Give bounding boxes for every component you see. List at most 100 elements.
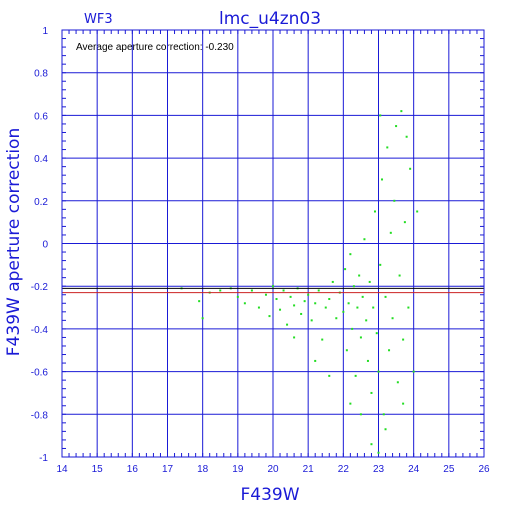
y-tick-label: -0.8: [31, 410, 49, 421]
x-tick-label: 16: [127, 464, 139, 475]
data-point: [201, 317, 204, 320]
data-point: [331, 280, 334, 283]
data-point: [344, 268, 347, 271]
data-point: [402, 402, 405, 405]
data-point: [307, 293, 310, 296]
scatter-points: [180, 110, 419, 454]
data-point: [275, 298, 278, 301]
y-tick-label: 0.2: [34, 197, 48, 208]
data-point: [400, 110, 403, 113]
data-point: [354, 374, 357, 377]
x-tick-label: 18: [197, 464, 209, 475]
y-tick-label: 0: [42, 240, 48, 251]
x-tick-label: 20: [267, 464, 279, 475]
data-point: [250, 289, 253, 292]
data-point: [395, 125, 398, 128]
x-tick-label: 26: [478, 464, 490, 475]
data-point: [359, 336, 362, 339]
data-point: [321, 338, 324, 341]
data-point: [391, 317, 394, 320]
data-point: [243, 302, 246, 305]
data-point: [317, 289, 320, 292]
data-point: [405, 135, 408, 138]
x-tick-label: 14: [56, 464, 68, 475]
data-point: [328, 374, 331, 377]
y-tick-label: -0.4: [31, 325, 49, 336]
data-point: [370, 391, 373, 394]
data-point: [363, 238, 366, 241]
chip-label: WF3: [84, 12, 113, 27]
data-point: [198, 300, 201, 303]
grid-lines: [61, 29, 485, 458]
data-point: [375, 332, 378, 335]
data-point: [398, 274, 401, 277]
data-point: [361, 295, 364, 298]
data-point: [328, 298, 331, 301]
data-point: [257, 306, 260, 309]
data-point: [412, 370, 415, 373]
y-tick-label: -0.6: [31, 368, 49, 379]
y-tick-label: 0.6: [34, 111, 48, 122]
x-tick-label: 23: [373, 464, 385, 475]
data-point: [303, 300, 306, 303]
data-point: [379, 263, 382, 266]
y-tick-label: -1: [39, 453, 48, 464]
data-point: [293, 304, 296, 307]
data-point: [324, 306, 327, 309]
data-point: [416, 210, 419, 213]
x-tick-label: 22: [338, 464, 350, 475]
data-point: [359, 413, 362, 416]
data-point: [366, 359, 369, 362]
data-point: [272, 285, 274, 288]
data-point: [393, 199, 396, 202]
y-tick-label: 0.8: [34, 69, 48, 80]
horizontal-reference-lines: [62, 287, 484, 294]
x-tick-label: 21: [303, 464, 315, 475]
data-point: [402, 338, 405, 341]
data-point: [347, 302, 350, 305]
data-point: [377, 451, 380, 454]
data-point: [264, 293, 267, 296]
data-point: [279, 308, 282, 311]
y-tick-label: 1: [42, 26, 48, 37]
data-point: [349, 402, 352, 405]
average-annotation: Average aperture correction: -0.230: [76, 42, 234, 53]
data-point: [345, 349, 348, 352]
plot-frame: [61, 29, 485, 458]
data-point: [282, 289, 285, 292]
y-tick-label: -0.2: [31, 282, 49, 293]
data-point: [289, 295, 292, 298]
data-point: [314, 359, 317, 362]
data-point: [236, 295, 239, 298]
data-point: [386, 146, 389, 149]
data-point: [373, 210, 376, 213]
data-point: [310, 319, 313, 322]
data-point: [396, 381, 399, 384]
data-point: [389, 231, 392, 234]
data-point: [268, 315, 271, 318]
y-tick-label: 0.4: [34, 154, 48, 165]
data-point: [286, 323, 289, 326]
data-point: [372, 306, 375, 309]
data-point: [365, 319, 368, 322]
data-point: [384, 295, 387, 298]
y-axis-label: F439W aperture correction: [4, 128, 24, 356]
data-point: [300, 312, 303, 315]
data-point: [342, 310, 345, 313]
data-point: [351, 327, 354, 330]
data-point: [293, 336, 296, 339]
x-tick-label: 15: [92, 464, 104, 475]
data-point: [349, 253, 352, 256]
data-point: [377, 370, 380, 373]
chart-title: lmc_u4zn03: [219, 9, 321, 29]
tick-labels: 14 15 16 17 18 19 20 21 22 23 24 25 26 1 0.8 0.6 0.4 0.2 0…: [31, 26, 490, 475]
x-tick-label: 25: [443, 464, 455, 475]
data-point: [388, 349, 391, 352]
data-point: [356, 306, 359, 309]
data-point: [379, 114, 382, 117]
data-point: [358, 274, 361, 277]
data-point: [409, 167, 412, 170]
x-axis-label: F439W: [240, 485, 299, 505]
data-point: [314, 302, 317, 305]
